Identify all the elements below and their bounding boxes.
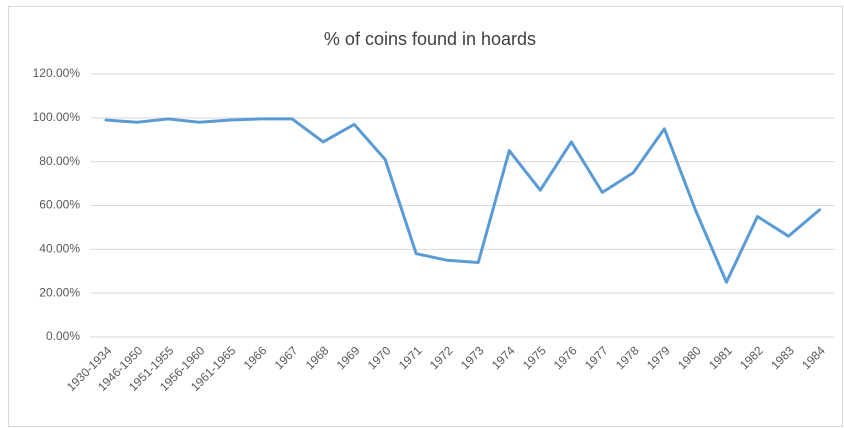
y-tick-label: 40.00%: [39, 242, 80, 256]
y-tick-label: 20.00%: [39, 285, 80, 299]
y-tick-label: 100.00%: [33, 110, 81, 124]
y-tick-label: 60.00%: [39, 198, 80, 212]
chart-title: % of coins found in hoards: [324, 29, 536, 49]
y-tick-label: 120.00%: [33, 66, 81, 80]
y-tick-label: 80.00%: [39, 154, 80, 168]
y-tick-label: 0.00%: [46, 329, 80, 343]
data-line: [104, 117, 821, 284]
chart-frame: [8, 6, 843, 427]
